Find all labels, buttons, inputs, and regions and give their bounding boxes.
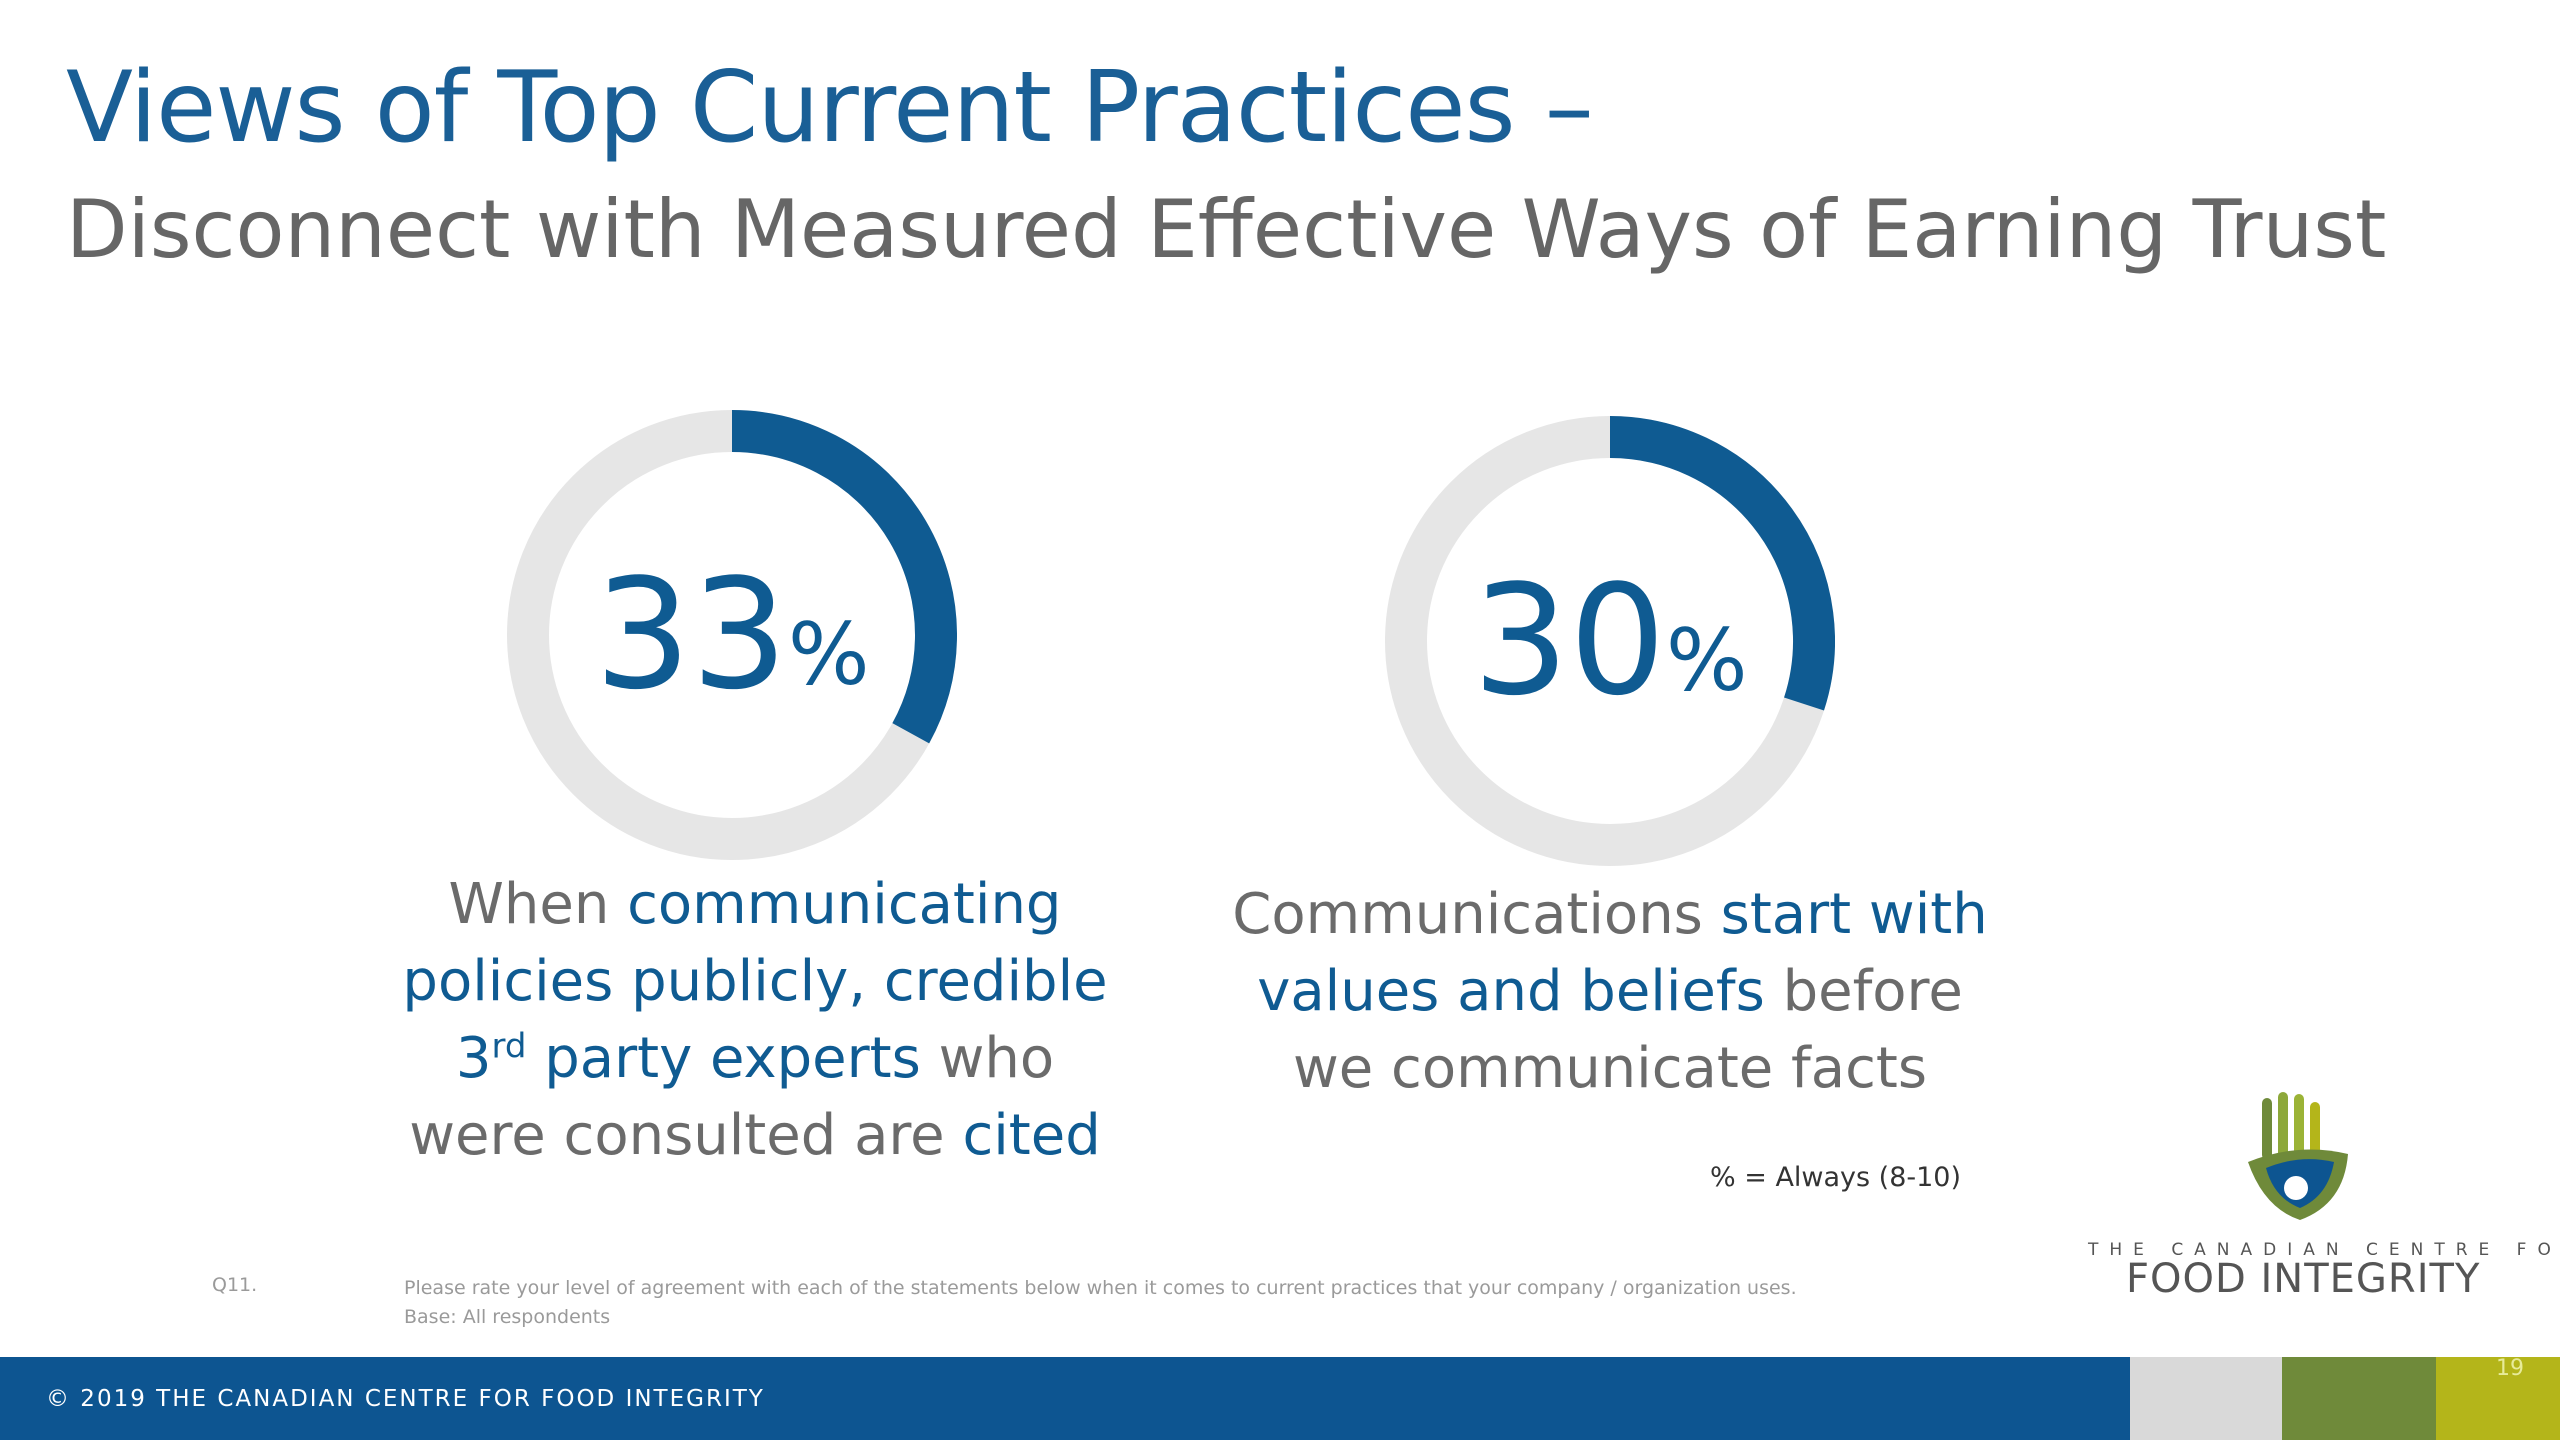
description-2-part-0: Communications	[1232, 882, 1721, 947]
description-2-part-6: we communicate facts	[1292, 1036, 1928, 1101]
donut-arc-1	[731, 410, 957, 744]
footer-swatch-lime	[2436, 1357, 2560, 1440]
description-1-part-0: When	[448, 872, 628, 937]
page-subtitle: Disconnect with Measured Effective Ways …	[66, 183, 2387, 276]
footer-swatch-grey	[2130, 1357, 2282, 1440]
donut-svg-1	[507, 410, 957, 860]
description-1-part-11: cited	[962, 1103, 1101, 1168]
donut-chart-2: 30%	[1385, 416, 1835, 866]
donut-value-number-1: 33	[594, 546, 788, 723]
description-1-part-6: rd	[491, 1026, 527, 1067]
hand-leaf-logo-icon	[2248, 1092, 2348, 1220]
donut-value-1: 33%	[507, 410, 957, 860]
scale-note: % = Always (8-10)	[1710, 1162, 1962, 1193]
donut-value-number-2: 30	[1472, 552, 1666, 729]
description-1-part-5: 3	[455, 1026, 492, 1091]
description-1-part-8: who	[920, 1026, 1055, 1091]
donut-svg-2	[1385, 416, 1835, 866]
donut-value-2: 30%	[1385, 416, 1835, 866]
description-1-part-3: policies publicly, credible	[402, 949, 1108, 1014]
chart-description-1: When communicating policies publicly, cre…	[380, 866, 1130, 1174]
description-2-part-4: before	[1764, 959, 1963, 1024]
footer-copyright: © 2019 THE CANADIAN CENTRE FOR FOOD INTE…	[46, 1386, 765, 1412]
logo-text-top: THE CANADIAN CENTRE FOR	[2088, 1240, 2560, 1260]
footer-swatch-green	[2282, 1357, 2436, 1440]
donut-arc-2	[1609, 416, 1835, 711]
chart-description-2: Communications start with values and beli…	[1230, 876, 1990, 1107]
page-title: Views of Top Current Practices –	[66, 51, 1594, 165]
donut-value-unit-2: %	[1665, 611, 1748, 711]
description-1-part-10: were consulted are	[409, 1103, 963, 1168]
question-block: Please rate your level of agreement with…	[404, 1274, 1797, 1332]
question-text: Please rate your level of agreement with…	[404, 1277, 1797, 1299]
question-label: Q11.	[212, 1274, 258, 1296]
description-1-part-1: communicating	[627, 872, 1062, 937]
donut-value-unit-1: %	[787, 605, 870, 705]
description-2-part-3: values and beliefs	[1257, 959, 1765, 1024]
question-base: Base: All respondents	[404, 1306, 611, 1328]
description-1-part-7: party experts	[526, 1026, 921, 1091]
logo-text-bottom: FOOD INTEGRITY	[2126, 1256, 2481, 1302]
description-2-part-1: start with	[1720, 882, 1988, 947]
donut-chart-1: 33%	[507, 410, 957, 860]
page-number: 19	[2496, 1356, 2524, 1381]
